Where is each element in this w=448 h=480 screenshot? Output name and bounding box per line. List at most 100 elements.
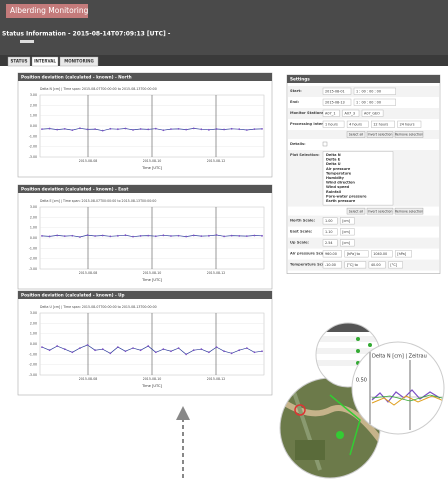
field-value: 1040.00 (373, 252, 387, 256)
button[interactable] (346, 131, 366, 138)
button-label: Select all (349, 209, 364, 213)
button[interactable] (366, 131, 394, 138)
settings-header (287, 75, 440, 83)
series-line (41, 344, 263, 355)
field[interactable] (346, 120, 369, 128)
field[interactable] (397, 120, 422, 128)
field[interactable] (371, 120, 395, 128)
field-value: [cm] (342, 230, 350, 234)
button-label: Select all (349, 133, 364, 137)
field[interactable] (322, 239, 338, 247)
tab-label: STATUS (11, 59, 28, 64)
tab[interactable] (59, 56, 99, 67)
x-axis-label: Time [UTC] (141, 166, 162, 170)
data-point (63, 235, 66, 238)
list-item[interactable]: Temperature (326, 171, 352, 175)
setting-label: East Scale: (290, 230, 313, 234)
list-item[interactable]: Delta E (326, 158, 341, 162)
y-tick-label: 1.00 (30, 226, 37, 230)
field[interactable] (322, 120, 345, 128)
field[interactable] (340, 228, 355, 236)
button[interactable] (346, 207, 366, 215)
list-item[interactable]: Delta U (326, 162, 341, 166)
data-point (139, 235, 142, 237)
field[interactable] (322, 109, 340, 117)
tab[interactable] (7, 56, 31, 67)
data-point (116, 128, 119, 131)
data-point (147, 128, 150, 131)
chart-header (18, 73, 272, 81)
setting-label: Plot Selection: (290, 153, 320, 157)
zoom-caption: Delta N [cm] | Zeitrau (372, 354, 427, 360)
list-box[interactable] (322, 151, 394, 206)
y-tick-label: 2.00 (30, 215, 37, 219)
field-value: 2015-08-13 (325, 100, 345, 104)
data-point (124, 350, 127, 353)
list-item[interactable]: Air pressure (326, 167, 351, 171)
zoom-ytick: 0.50 (356, 378, 367, 384)
field[interactable] (322, 250, 342, 258)
list-item[interactable]: Wind direction (326, 181, 355, 185)
field-value: 1.00 (325, 219, 333, 223)
button[interactable] (394, 207, 424, 215)
field[interactable] (322, 98, 352, 106)
arrow-head (176, 406, 190, 420)
field[interactable] (322, 217, 338, 225)
field[interactable] (353, 87, 396, 95)
chart-header (18, 291, 272, 299)
data-point (154, 351, 157, 354)
data-point (63, 127, 66, 130)
field[interactable] (395, 250, 412, 258)
x-tick-label: 2015-08-12 (207, 271, 226, 275)
field-value: [hPa] (397, 252, 406, 256)
field[interactable] (368, 261, 386, 269)
field[interactable] (361, 109, 384, 117)
data-point (162, 129, 165, 132)
data-point (94, 235, 97, 237)
list-item[interactable]: Delta N (326, 153, 341, 157)
list-item[interactable]: Wind speed (326, 185, 350, 189)
list-item[interactable]: Earth pressure (326, 199, 356, 203)
y-tick-label: 0.00 (30, 342, 37, 346)
data-point (116, 346, 119, 348)
field[interactable] (322, 87, 352, 95)
data-point (238, 235, 241, 237)
list-item[interactable]: Humidity (326, 176, 345, 180)
button[interactable] (366, 207, 394, 215)
field[interactable] (344, 250, 369, 258)
field[interactable] (388, 261, 403, 269)
field-value: 2015-08-01 (325, 89, 345, 93)
data-point (200, 128, 203, 131)
data-point (41, 128, 43, 131)
field[interactable] (340, 239, 355, 247)
list-item[interactable]: Pore-water pressure (326, 194, 367, 198)
field[interactable] (344, 261, 367, 269)
chart-caption: Delta N [cm] | Time span: 2015-08-07T00:… (40, 87, 157, 91)
checkbox[interactable] (322, 141, 328, 147)
data-point (86, 234, 89, 237)
field[interactable] (371, 250, 393, 258)
field[interactable] (340, 217, 355, 225)
field[interactable] (342, 109, 360, 117)
field[interactable] (322, 261, 342, 269)
tab[interactable] (31, 56, 59, 67)
field-value: [°C] to (347, 263, 358, 267)
y-tick-label: -3.00 (29, 373, 37, 377)
data-point (170, 128, 172, 131)
data-point (147, 234, 150, 237)
data-point (207, 351, 210, 354)
y-tick-label: -2.00 (29, 257, 37, 261)
list-item[interactable]: Rainfall (326, 190, 341, 194)
y-tick-label: -2.00 (29, 145, 37, 149)
field[interactable] (322, 228, 338, 236)
button[interactable] (394, 131, 424, 138)
setting-label: Temperature Scale: (290, 263, 330, 267)
chart-header (18, 185, 272, 193)
data-point (94, 349, 97, 352)
data-point (185, 235, 188, 238)
data-point (79, 127, 81, 130)
field[interactable] (353, 98, 396, 106)
field-value: 1.10 (325, 230, 333, 234)
y-tick-label: -1.00 (29, 352, 37, 356)
data-point (162, 348, 165, 351)
